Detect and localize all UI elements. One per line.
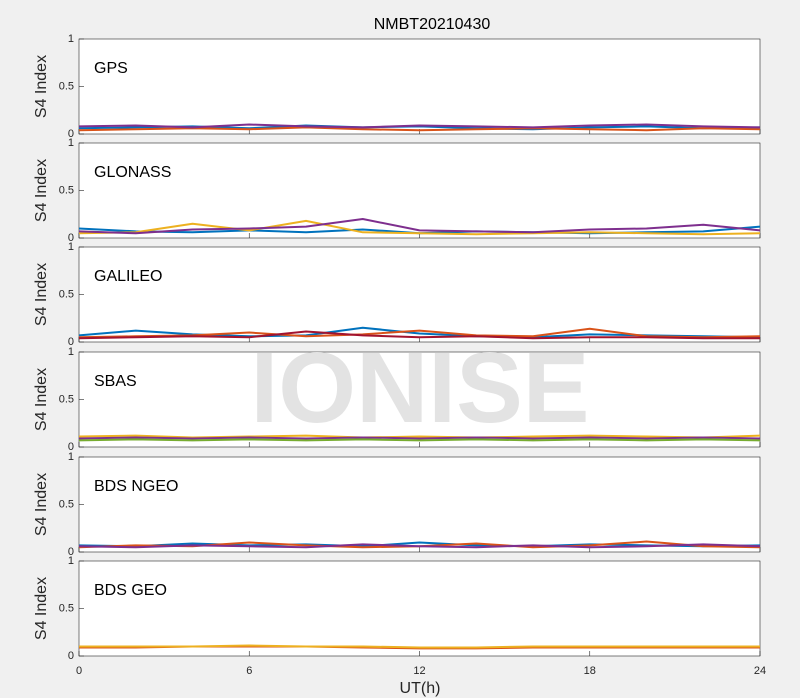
- y-tick-label: 0: [68, 650, 74, 662]
- panel-label: GLONASS: [94, 164, 171, 181]
- panel-label: BDS NGEO: [94, 478, 178, 495]
- axes-background: [78, 246, 761, 343]
- y-tick-label: 1: [68, 137, 74, 149]
- y-tick-label: 0.5: [59, 602, 74, 614]
- panel-label: GPS: [94, 60, 128, 77]
- x-axis-label: UT(h): [400, 680, 441, 697]
- y-tick-label: 1: [68, 451, 74, 463]
- axes-background: [78, 560, 761, 657]
- axes-background: [78, 456, 761, 553]
- y-tick-label: 1: [68, 241, 74, 253]
- x-tick-label: 6: [246, 665, 252, 677]
- y-axis-label: S4 Index: [33, 473, 50, 536]
- axes-background: [78, 351, 761, 448]
- figure-title: NMBT20210430: [374, 16, 491, 33]
- x-tick-label: 18: [584, 665, 596, 677]
- y-tick-label: 0.5: [59, 184, 74, 196]
- y-tick-label: 1: [68, 555, 74, 567]
- y-tick-label: 0: [68, 336, 74, 348]
- y-axis-label: S4 Index: [33, 55, 50, 118]
- series-line: [78, 123, 761, 129]
- y-axis-label: S4 Index: [33, 368, 50, 431]
- panel-label: SBAS: [94, 373, 137, 390]
- y-tick-label: 0: [68, 441, 74, 453]
- panel-label: GALILEO: [94, 268, 162, 285]
- y-tick-label: 1: [68, 346, 74, 358]
- series-line: [78, 436, 761, 440]
- series-line: [78, 218, 761, 235]
- y-tick-label: 0: [68, 232, 74, 244]
- y-tick-label: 1: [68, 33, 74, 45]
- y-tick-label: 0.5: [59, 80, 74, 92]
- series-line: [78, 438, 761, 442]
- y-tick-label: 0: [68, 128, 74, 140]
- y-tick-label: 0.5: [59, 393, 74, 405]
- series-line: [78, 330, 760, 340]
- series-line: [79, 644, 760, 649]
- x-tick-label: 24: [754, 665, 766, 677]
- axes-background: [78, 38, 761, 135]
- y-axis-label: S4 Index: [33, 577, 50, 640]
- watermark: IONISE: [251, 332, 590, 444]
- axes-background: [78, 142, 761, 239]
- series-line: [78, 219, 761, 236]
- x-tick-label: 0: [76, 665, 82, 677]
- y-tick-label: 0.5: [59, 498, 74, 510]
- series-line: [78, 543, 761, 549]
- y-tick-label: 0: [68, 546, 74, 558]
- y-axis-label: S4 Index: [33, 159, 50, 222]
- panel-label: BDS GEO: [94, 582, 167, 599]
- y-tick-label: 0.5: [59, 288, 74, 300]
- x-tick-label: 12: [413, 665, 425, 677]
- y-axis-label: S4 Index: [33, 263, 50, 326]
